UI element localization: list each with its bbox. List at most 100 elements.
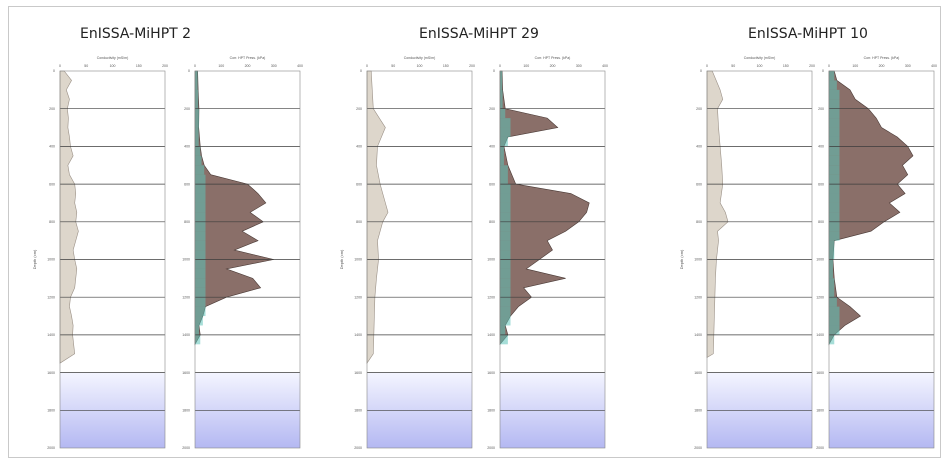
- low-pressure-trace: [829, 136, 840, 147]
- low-pressure-trace: [195, 89, 199, 109]
- low-pressure-trace: [829, 221, 840, 232]
- y-tick-label: 1800: [47, 409, 55, 413]
- low-pressure-trace: [195, 155, 202, 166]
- y-tick-label: 1000: [47, 258, 55, 262]
- y-tick-label: 400: [696, 145, 702, 149]
- y-tick-label: 1800: [354, 409, 362, 413]
- y-tick-label: 0: [493, 69, 495, 73]
- low-pressure-trace: [829, 146, 840, 156]
- y-tick-label: 400: [818, 145, 824, 149]
- low-pressure-trace: [195, 287, 206, 298]
- y-tick-label: 1600: [47, 371, 55, 375]
- plot-frame: [59, 70, 166, 449]
- x-tick-label: 50: [391, 64, 395, 68]
- low-pressure-trace: [829, 174, 840, 185]
- y-tick-label: 1200: [182, 295, 190, 299]
- y-tick-label: 1800: [182, 409, 190, 413]
- panel-title-1: EnISSA-MiHPT 2: [80, 26, 192, 42]
- y-tick-label: 1200: [694, 295, 702, 299]
- plot-frame: [194, 70, 301, 449]
- x-axis-label: Conductivity (mS/m): [744, 56, 776, 60]
- y-tick-label: 1600: [694, 371, 702, 375]
- low-pressure-trace: [195, 165, 205, 175]
- low-pressure-trace: [829, 184, 840, 194]
- x-tick-label: 100: [110, 64, 116, 68]
- low-pressure-trace: [500, 202, 511, 213]
- panel-title-2: EnISSA-MiHPT 29: [419, 26, 539, 42]
- plot-frame: [499, 70, 606, 449]
- y-tick-label: 400: [489, 145, 495, 149]
- low-pressure-trace: [829, 89, 840, 100]
- y-tick-label: 400: [49, 145, 55, 149]
- low-pressure-trace: [829, 297, 837, 307]
- x-tick-label: 300: [905, 64, 911, 68]
- low-pressure-trace: [195, 127, 199, 147]
- low-pressure-trace: [500, 316, 511, 326]
- plot-frame: [366, 70, 473, 449]
- x-tick-label: 100: [523, 64, 529, 68]
- y-tick-label: 1600: [816, 371, 824, 375]
- x-tick-label: 0: [706, 64, 708, 68]
- low-pressure-trace: [829, 71, 835, 81]
- y-tick-label: 200: [49, 107, 55, 111]
- y-tick-label: 600: [489, 182, 495, 186]
- x-tick-label: 0: [828, 64, 830, 68]
- hpt-pressure-area-2: [499, 70, 590, 346]
- low-pressure-trace: [500, 193, 511, 203]
- x-tick-label: 200: [809, 64, 815, 68]
- low-pressure-trace: [195, 259, 206, 269]
- x-tick-label: 100: [218, 64, 224, 68]
- x-tick-label: 100: [852, 64, 858, 68]
- low-pressure-trace: [829, 80, 837, 90]
- y-tick-label: 1000: [354, 258, 362, 262]
- y-tick-label: 800: [696, 220, 702, 224]
- x-tick-label: 0: [499, 64, 501, 68]
- y-tick-label: 1600: [487, 371, 495, 375]
- low-pressure-trace: [195, 297, 206, 307]
- x-tick-label: 150: [443, 64, 449, 68]
- low-pressure-trace: [829, 259, 833, 279]
- y-tick-label: 1400: [47, 333, 55, 337]
- low-pressure-trace: [195, 268, 206, 279]
- low-pressure-trace: [195, 108, 199, 128]
- x-axis-label: Corr. HPT Press. (kPa): [535, 56, 571, 60]
- y-tick-label: 1000: [182, 258, 190, 262]
- low-pressure-trace: [195, 221, 206, 232]
- panel-title-3: EnISSA-MiHPT 10: [748, 26, 868, 42]
- low-pressure-trace: [829, 165, 840, 175]
- x-tick-label: 200: [245, 64, 251, 68]
- y-tick-label: 1800: [694, 409, 702, 413]
- x-tick-label: 200: [550, 64, 556, 68]
- low-pressure-trace: [195, 240, 206, 251]
- y-tick-label: 600: [356, 182, 362, 186]
- low-pressure-trace: [195, 334, 201, 345]
- low-pressure-trace: [195, 193, 206, 203]
- low-pressure-trace: [500, 325, 506, 335]
- y-tick-label: 1200: [354, 295, 362, 299]
- low-pressure-trace: [500, 136, 508, 147]
- y-tick-label: 600: [696, 182, 702, 186]
- low-pressure-trace: [500, 287, 511, 298]
- low-pressure-trace: [829, 278, 835, 298]
- y-tick-label: 1000: [487, 258, 495, 262]
- low-pressure-trace: [500, 334, 508, 345]
- y-tick-label: 200: [184, 107, 190, 111]
- x-tick-label: 200: [469, 64, 475, 68]
- y-tick-label: 600: [184, 182, 190, 186]
- y-tick-label: 0: [188, 69, 190, 73]
- low-pressure-trace: [829, 99, 840, 109]
- y-tick-label: 200: [489, 107, 495, 111]
- x-tick-label: 400: [931, 64, 937, 68]
- y-tick-label: 0: [360, 69, 362, 73]
- x-tick-label: 100: [757, 64, 763, 68]
- low-pressure-trace: [195, 71, 198, 90]
- conductivity-area-3: [706, 70, 729, 359]
- y-tick-label: 2000: [816, 446, 824, 450]
- y-tick-label: 1400: [816, 333, 824, 337]
- low-pressure-trace: [500, 297, 511, 307]
- y-tick-label: 0: [53, 69, 55, 73]
- y-tick-label: 800: [818, 220, 824, 224]
- x-tick-label: 300: [271, 64, 277, 68]
- x-axis-label: Corr. HPT Press. (kPa): [864, 56, 900, 60]
- y-tick-label: 1600: [354, 371, 362, 375]
